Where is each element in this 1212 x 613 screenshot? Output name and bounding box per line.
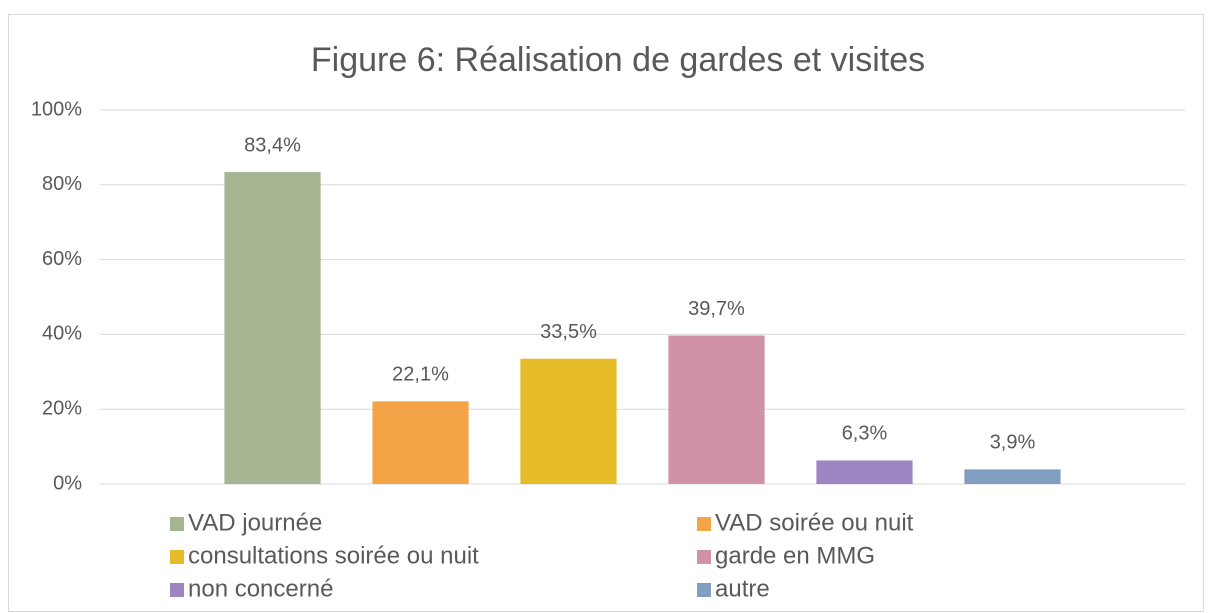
y-tick-label: 60%: [42, 248, 82, 270]
data-label: 39,7%: [688, 298, 745, 320]
y-tick-label: 20%: [42, 397, 82, 419]
data-label: 6,3%: [842, 423, 888, 445]
y-tick-label: 0%: [53, 472, 82, 494]
chart-title: Figure 6: Réalisation de gardes et visit…: [311, 41, 925, 79]
y-tick-label: 40%: [42, 323, 82, 345]
data-label: 33,5%: [540, 321, 597, 343]
legend-label: VAD journée: [188, 509, 322, 536]
y-tick-label: 100%: [31, 98, 82, 120]
legend-swatch: [697, 550, 711, 564]
bar: [372, 401, 469, 484]
bar: [668, 335, 765, 484]
legend-label: consultations soirée ou nuit: [188, 542, 479, 569]
legend-label: autre: [715, 575, 770, 602]
legend-swatch: [170, 550, 184, 564]
bar: [964, 469, 1061, 484]
data-label: 22,1%: [392, 364, 449, 386]
bar: [816, 460, 913, 484]
bar: [224, 172, 321, 485]
legend-label: garde en MMG: [715, 542, 875, 569]
legend-swatch: [697, 517, 711, 531]
y-tick-label: 80%: [42, 173, 82, 195]
data-label: 3,9%: [990, 432, 1036, 454]
legend-swatch: [170, 517, 184, 531]
legend-label: non concerné: [188, 575, 333, 602]
legend-swatch: [697, 583, 711, 597]
data-label: 83,4%: [244, 134, 301, 156]
legend-label: VAD soirée ou nuit: [715, 509, 914, 536]
chart-border: [8, 14, 1204, 612]
bar: [520, 358, 617, 484]
legend-swatch: [170, 583, 184, 597]
